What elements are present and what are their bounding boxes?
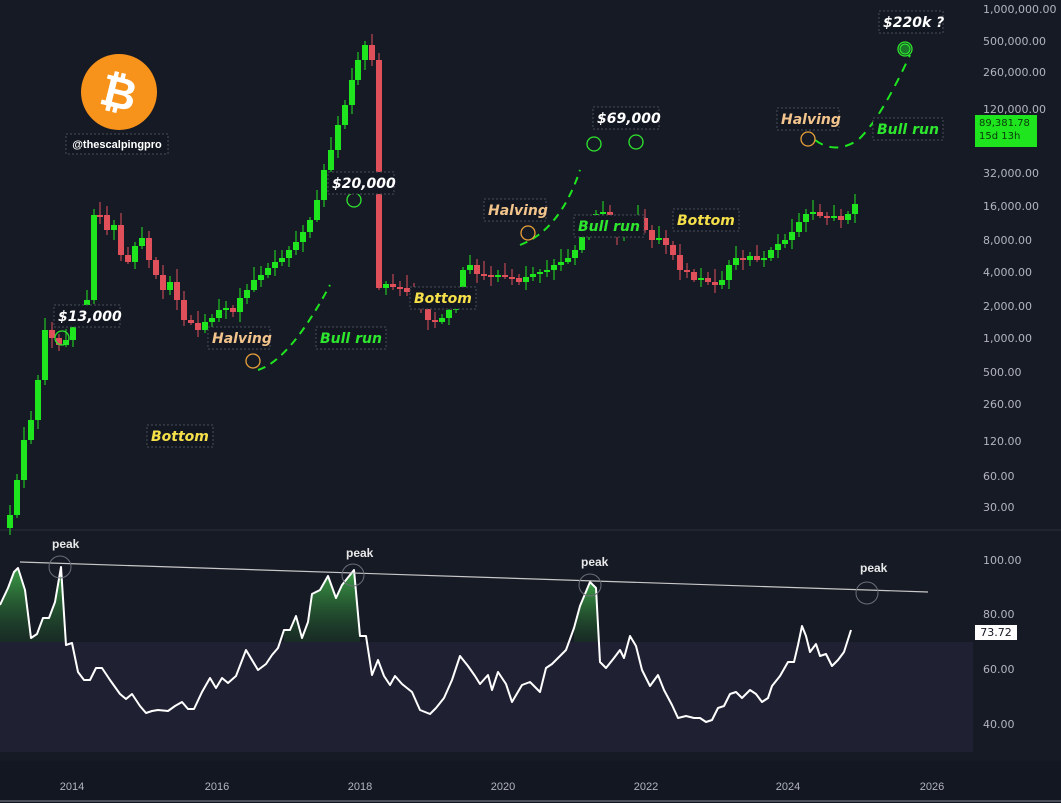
- peak-circle: [578, 573, 602, 597]
- svg-text:$220k ?: $220k ?: [883, 15, 944, 31]
- marker-circle: [800, 131, 816, 147]
- chart-annotation[interactable]: $20,000: [327, 171, 396, 195]
- price-axis-label: 260.00: [983, 398, 1022, 411]
- marker-circle: [245, 353, 261, 369]
- peak-circle: [341, 563, 365, 587]
- peak-label: peak: [52, 537, 80, 551]
- time-axis-label: 2024: [776, 781, 800, 793]
- chart-annotation[interactable]: Halving: [483, 198, 548, 222]
- price-axis-label: 30.00: [983, 501, 1015, 514]
- svg-text:$20,000: $20,000: [332, 176, 396, 192]
- price-axis-label: 260,000.00: [983, 66, 1046, 79]
- bitcoin-icon: [81, 54, 157, 130]
- svg-text:Bull run: Bull run: [877, 122, 939, 138]
- peak-label: peak: [346, 546, 374, 560]
- svg-text:Halving: Halving: [212, 331, 272, 347]
- rsi-current-value: 73.72: [975, 625, 1017, 640]
- projection-lines: [257, 54, 911, 371]
- svg-text:Bottom: Bottom: [414, 291, 472, 307]
- svg-text:Bottom: Bottom: [151, 429, 209, 445]
- svg-text:Halving: Halving: [488, 203, 548, 219]
- peak-label: peak: [581, 555, 609, 569]
- bar-countdown: 15d 13h: [979, 131, 1021, 142]
- price-axis-label: 120,000.00: [983, 103, 1046, 116]
- rsi-overbought-fill: [0, 567, 66, 642]
- marker-circle: [54, 330, 70, 346]
- time-axis: [0, 761, 1061, 803]
- brand-logo: ₿@thescalpingpro: [65, 54, 169, 155]
- marker-circle: [897, 41, 913, 57]
- chart-annotation[interactable]: Bottom: [146, 424, 214, 448]
- chart-annotation[interactable]: Bull run: [573, 214, 645, 238]
- price-axis-label: 500.00: [983, 366, 1022, 379]
- price-axis-label: 60.00: [983, 470, 1015, 483]
- peak-label: peak: [860, 561, 888, 575]
- svg-text:Bull run: Bull run: [320, 331, 382, 347]
- time-axis-label: 2020: [491, 781, 515, 793]
- price-axis-label: 4,000.00: [983, 266, 1032, 279]
- rsi-trendline[interactable]: [19, 561, 929, 593]
- rsi-axis-label: 80.00: [983, 608, 1015, 621]
- marker-circle: [628, 134, 644, 150]
- time-axis-label: 2022: [634, 781, 658, 793]
- price-axis-label: 16,000.00: [983, 200, 1039, 213]
- chart-annotation[interactable]: $220k ?: [878, 10, 944, 34]
- rsi-axis-label: 100.00: [983, 554, 1022, 567]
- time-axis-label: 2018: [348, 781, 372, 793]
- rsi-axis-label: 60.00: [983, 663, 1015, 676]
- chart-annotation[interactable]: Bottom: [409, 286, 477, 310]
- price-pane: [0, 0, 1061, 530]
- last-price-value: 89,381.78: [979, 118, 1030, 129]
- chart-annotation[interactable]: $69,000: [592, 106, 661, 130]
- price-axis-label: 500,000.00: [983, 35, 1046, 48]
- price-axis-label: 1,000.00: [983, 332, 1032, 345]
- chart-annotation[interactable]: Bull run: [872, 117, 944, 141]
- svg-text:$69,000: $69,000: [597, 111, 661, 127]
- rsi-line: [0, 566, 852, 723]
- chart-annotation[interactable]: Bottom: [672, 208, 740, 232]
- price-axis-label: 2,000.00: [983, 300, 1032, 313]
- svg-text:Halving: Halving: [781, 112, 841, 128]
- price-axis-label: 1,000,000.00: [983, 3, 1056, 16]
- svg-text:$13,000: $13,000: [58, 309, 122, 325]
- chart-annotation[interactable]: Bull run: [315, 326, 387, 350]
- rsi-overbought-fill: [574, 582, 600, 642]
- time-axis-label: 2014: [60, 781, 84, 793]
- time-axis-label: 2016: [205, 781, 229, 793]
- svg-text:Bottom: Bottom: [677, 213, 735, 229]
- rsi-band: [0, 642, 973, 752]
- chart-annotation[interactable]: $13,000: [53, 304, 122, 328]
- chart-annotation[interactable]: Halving: [207, 326, 272, 350]
- last-price-tag: 89,381.78 15d 13h: [975, 115, 1037, 147]
- price-axis-label: 8,000.00: [983, 234, 1032, 247]
- price-axis-label: 120.00: [983, 435, 1022, 448]
- peak-circle: [48, 555, 72, 579]
- svg-text:Bull run: Bull run: [578, 219, 640, 235]
- peak-circle: [855, 581, 879, 605]
- rsi-axis-label: 40.00: [983, 718, 1015, 731]
- marker-circle: [586, 136, 602, 152]
- target-dot: [899, 43, 911, 55]
- brand-handle: @thescalpingpro: [72, 139, 162, 151]
- chart-annotation[interactable]: Halving: [776, 107, 841, 131]
- marker-circle: [520, 225, 536, 241]
- time-axis-label: 2026: [920, 781, 944, 793]
- price-axis-label: 32,000.00: [983, 167, 1039, 180]
